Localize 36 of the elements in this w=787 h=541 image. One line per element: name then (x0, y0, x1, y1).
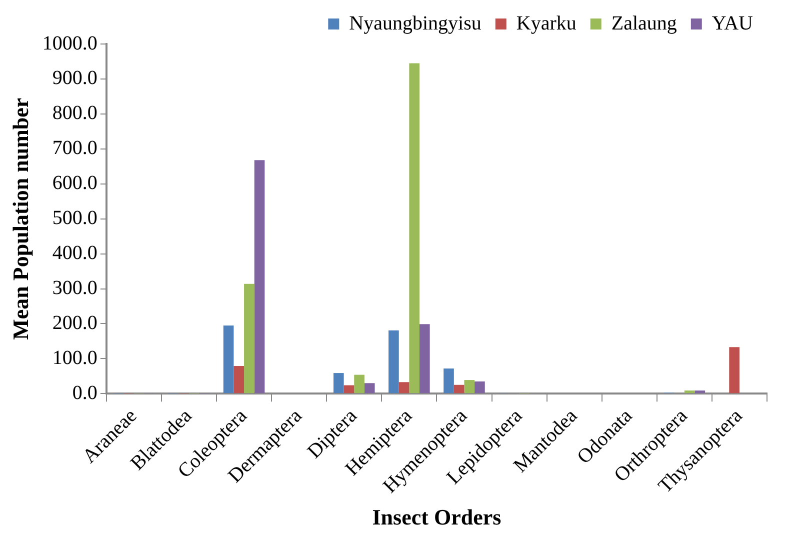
bar (234, 366, 244, 394)
bar (244, 284, 254, 394)
y-tick-label: 400.0 (52, 242, 98, 264)
bar (364, 383, 375, 394)
bar (464, 380, 475, 394)
bar (354, 374, 364, 394)
y-axis-title: Mean Population number (8, 98, 33, 340)
bar (474, 381, 485, 394)
bar (694, 390, 706, 394)
y-tick-label: 1000.0 (42, 32, 98, 54)
bar (388, 330, 399, 394)
y-tick-label: 700.0 (52, 137, 98, 160)
legend-label: Zalaung (611, 12, 677, 34)
y-tick-label: 900.0 (52, 67, 98, 90)
bar (684, 390, 695, 394)
y-tick-label: 300.0 (52, 277, 98, 300)
y-tick-label: 0.0 (72, 382, 98, 404)
legend-label: Kyarku (516, 12, 576, 34)
bar (223, 325, 234, 394)
x-axis-title: Insect Orders (372, 504, 502, 530)
y-tick-label: 600.0 (52, 172, 98, 194)
bar (454, 384, 464, 394)
bar (419, 324, 430, 394)
bar (398, 382, 410, 394)
bar (444, 368, 454, 394)
y-tick-label: 800.0 (52, 102, 98, 124)
bar (333, 373, 344, 394)
legend-label: YAU (712, 12, 754, 34)
bar (729, 347, 740, 394)
y-tick-label: 200.0 (52, 312, 98, 334)
y-tick-label: 100.0 (52, 346, 98, 369)
y-tick-label: 500.0 (52, 207, 98, 230)
bar (409, 63, 420, 394)
bar (344, 385, 354, 394)
legend-label: Nyaungbingyisu (349, 12, 482, 34)
bar (254, 160, 265, 394)
